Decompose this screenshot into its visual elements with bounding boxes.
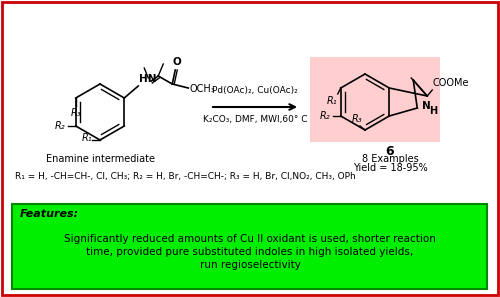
Text: Enamine intermediate: Enamine intermediate [46, 154, 154, 164]
Text: OCH₃: OCH₃ [189, 84, 215, 94]
Text: run regioselectivity: run regioselectivity [200, 260, 300, 270]
Text: Significantly reduced amounts of Cu II oxidant is used, shorter reaction: Significantly reduced amounts of Cu II o… [64, 234, 436, 244]
Text: R₂: R₂ [55, 121, 66, 131]
Text: Features:: Features: [20, 209, 79, 219]
Text: R₂: R₂ [320, 111, 331, 121]
Text: Yield = 18-95%: Yield = 18-95% [352, 163, 428, 173]
Text: HN: HN [139, 74, 156, 84]
Text: R₁: R₁ [82, 133, 92, 143]
Text: R₃: R₃ [70, 108, 81, 118]
Text: COOMe: COOMe [432, 78, 469, 88]
FancyBboxPatch shape [12, 204, 487, 289]
Text: 8 Examples: 8 Examples [362, 154, 418, 164]
Text: R₁: R₁ [327, 96, 338, 106]
Text: R₃: R₃ [352, 114, 362, 124]
Text: R₁ = H, -CH=CH-, Cl, CH₃; R₂ = H, Br, -CH=CH-; R₃ = H, Br, Cl,NO₂, CH₃, OPh: R₁ = H, -CH=CH-, Cl, CH₃; R₂ = H, Br, -C… [15, 172, 356, 181]
Bar [310, 57, 440, 142]
Text: 6: 6 [386, 145, 394, 158]
Text: K₂CO₃, DMF, MWI,60° C: K₂CO₃, DMF, MWI,60° C [203, 115, 307, 124]
Text: H: H [429, 106, 438, 116]
Text: O: O [173, 57, 182, 67]
Text: N: N [422, 101, 431, 111]
Text: time, provided pure substituted indoles in high isolated yields,: time, provided pure substituted indoles … [86, 247, 413, 257]
Text: Pd(OAc)₂, Cu(OAc)₂: Pd(OAc)₂, Cu(OAc)₂ [212, 86, 298, 95]
